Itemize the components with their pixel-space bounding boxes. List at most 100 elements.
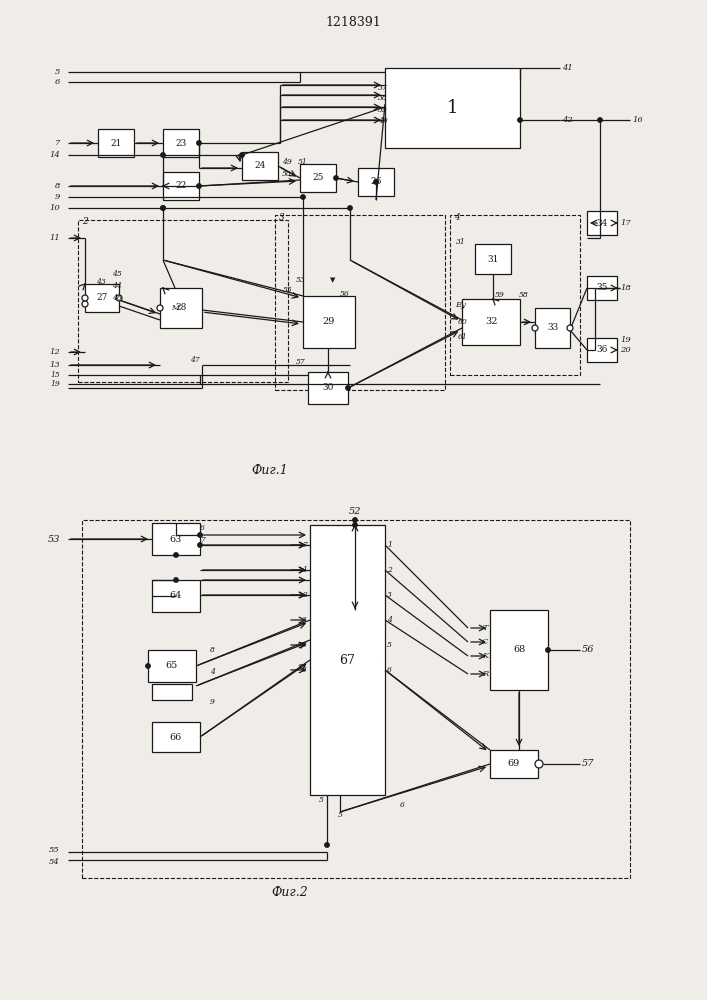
Text: 7: 7	[54, 139, 60, 147]
Text: 51: 51	[298, 158, 308, 166]
Text: 23: 23	[175, 138, 187, 147]
Circle shape	[240, 153, 244, 157]
Circle shape	[174, 578, 178, 582]
Text: 45: 45	[112, 270, 122, 278]
Text: 39: 39	[378, 106, 387, 114]
Text: 34: 34	[596, 219, 608, 228]
Text: 58: 58	[519, 291, 529, 299]
Text: 30: 30	[322, 383, 334, 392]
Circle shape	[146, 664, 150, 668]
Text: R: R	[481, 670, 488, 678]
Circle shape	[157, 305, 163, 311]
Text: 49: 49	[282, 158, 292, 166]
Text: ▼: ▼	[330, 276, 335, 284]
Text: 57: 57	[296, 358, 305, 366]
Circle shape	[325, 843, 329, 847]
Text: 50: 50	[282, 170, 292, 178]
Text: 5: 5	[54, 68, 60, 76]
Text: 7: 7	[200, 536, 205, 544]
Text: 22: 22	[175, 182, 187, 190]
Text: 33: 33	[547, 324, 558, 332]
Text: 56: 56	[340, 290, 350, 298]
Bar	[310, 525, 385, 795]
Circle shape	[348, 206, 352, 210]
Bar	[462, 299, 520, 345]
Bar	[450, 215, 580, 375]
Text: 19: 19	[620, 336, 631, 344]
Circle shape	[598, 118, 602, 122]
Text: 64: 64	[170, 591, 182, 600]
Bar	[385, 68, 520, 148]
Text: 6: 6	[387, 666, 392, 674]
Circle shape	[535, 760, 543, 768]
Text: 54: 54	[49, 858, 60, 866]
Circle shape	[353, 523, 357, 527]
Text: 53: 53	[296, 276, 305, 284]
Bar	[475, 244, 511, 274]
Circle shape	[532, 325, 538, 331]
Circle shape	[174, 553, 178, 557]
Circle shape	[374, 180, 378, 184]
Text: 24: 24	[255, 161, 266, 170]
Text: Еу: Еу	[455, 301, 466, 309]
Text: 42: 42	[562, 116, 573, 124]
Text: 59: 59	[495, 291, 505, 299]
Circle shape	[160, 153, 165, 157]
Text: 43: 43	[96, 278, 106, 286]
Text: 28: 28	[175, 304, 187, 312]
Text: 11: 11	[49, 234, 60, 242]
Text: 12: 12	[49, 348, 60, 356]
Text: Фиг.2: Фиг.2	[271, 886, 308, 898]
Bar	[152, 722, 200, 752]
Text: 4: 4	[210, 668, 215, 676]
Text: 38: 38	[378, 94, 387, 102]
Bar	[587, 338, 617, 362]
Text: 37: 37	[378, 84, 387, 92]
Circle shape	[346, 386, 350, 390]
Text: 7: 7	[302, 541, 307, 549]
Text: 20: 20	[620, 346, 631, 354]
Text: 57: 57	[582, 760, 595, 768]
Bar	[78, 220, 288, 382]
Circle shape	[546, 648, 550, 652]
Circle shape	[353, 518, 357, 522]
Circle shape	[116, 295, 122, 301]
Circle shape	[198, 543, 202, 547]
Text: 26: 26	[370, 178, 382, 186]
Bar	[163, 129, 199, 157]
Bar	[82, 520, 630, 878]
Text: 10: 10	[49, 204, 60, 212]
Text: 6: 6	[54, 78, 60, 86]
Text: 63: 63	[170, 534, 182, 544]
Bar	[160, 288, 202, 328]
Text: 21: 21	[110, 138, 122, 147]
Bar	[148, 650, 196, 682]
Text: 27: 27	[96, 294, 107, 302]
Circle shape	[198, 533, 202, 537]
Bar	[303, 296, 355, 348]
Text: 4: 4	[387, 616, 392, 624]
Text: 60: 60	[458, 318, 468, 326]
Text: 2: 2	[302, 591, 307, 599]
Text: 13: 13	[49, 361, 60, 369]
Text: 3: 3	[387, 591, 392, 599]
Text: 18: 18	[620, 284, 631, 292]
Text: 9: 9	[54, 193, 60, 201]
Bar	[490, 610, 548, 690]
Bar	[163, 172, 199, 200]
Text: 1218391: 1218391	[325, 15, 381, 28]
Text: 8: 8	[210, 646, 215, 654]
Text: 65: 65	[166, 662, 178, 670]
Bar	[152, 684, 192, 700]
Bar	[587, 276, 617, 300]
Text: 8: 8	[54, 182, 60, 190]
Text: 1: 1	[387, 541, 392, 549]
Text: Фиг.1: Фиг.1	[252, 464, 288, 477]
Text: 69: 69	[508, 760, 520, 768]
Circle shape	[160, 206, 165, 210]
Text: 2: 2	[82, 218, 88, 227]
Text: C: C	[481, 638, 488, 646]
Text: 6: 6	[302, 641, 307, 649]
Bar	[152, 580, 200, 612]
Circle shape	[82, 295, 88, 301]
